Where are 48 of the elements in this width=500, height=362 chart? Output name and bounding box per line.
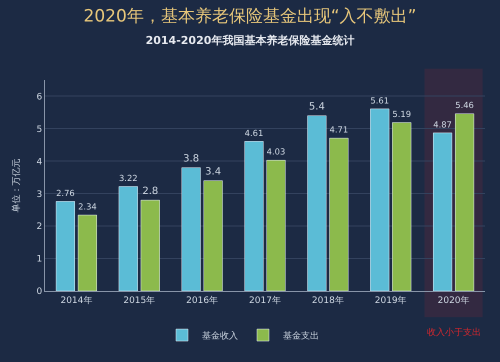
x-tick-label: 2015年 bbox=[123, 294, 156, 306]
y-tick-label: 2 bbox=[36, 222, 42, 232]
bar bbox=[329, 138, 348, 291]
bar bbox=[56, 201, 76, 291]
data-label: 5.46 bbox=[455, 100, 474, 110]
y-tick-label: 6 bbox=[36, 92, 42, 102]
y-tick-label: 0 bbox=[36, 287, 42, 298]
x-tick-label: 2016年 bbox=[186, 294, 218, 306]
bar bbox=[432, 132, 452, 291]
data-label: 5.19 bbox=[392, 109, 412, 119]
chart-subtitle: 2014-2020年我国基本养老保险基金统计 bbox=[146, 34, 354, 47]
data-label: 4.03 bbox=[266, 146, 286, 157]
bar bbox=[370, 108, 390, 291]
data-label: 3.8 bbox=[183, 154, 200, 165]
bar bbox=[307, 115, 326, 291]
bar bbox=[182, 167, 201, 291]
x-tick-label: 2017年 bbox=[249, 294, 281, 306]
x-tick-label: 2020年 bbox=[438, 294, 470, 306]
bar bbox=[244, 141, 264, 291]
bar bbox=[204, 180, 223, 291]
bar bbox=[140, 200, 160, 291]
bar bbox=[392, 122, 412, 291]
y-tick-label: 1 bbox=[36, 254, 42, 265]
data-label: 2.8 bbox=[142, 186, 158, 198]
data-label: 4.87 bbox=[433, 119, 452, 130]
bar bbox=[118, 186, 138, 291]
bar bbox=[78, 214, 98, 291]
x-tick-label: 2014年 bbox=[60, 294, 92, 306]
x-tick-label: 2019年 bbox=[374, 294, 407, 306]
data-label: 4.61 bbox=[244, 128, 264, 138]
data-label: 3.4 bbox=[205, 166, 222, 178]
data-label: 5.4 bbox=[308, 102, 325, 113]
y-tick-label: 4 bbox=[36, 157, 42, 168]
y-axis-title: 单位：万亿元 bbox=[10, 158, 22, 212]
data-label: 3.22 bbox=[118, 172, 138, 183]
legend-label: 基金支出 bbox=[283, 330, 319, 342]
data-label: 4.71 bbox=[330, 124, 348, 135]
y-tick-label: 5 bbox=[36, 124, 42, 135]
bar bbox=[454, 114, 474, 291]
data-label: 2.76 bbox=[56, 188, 75, 198]
data-label: 2.34 bbox=[78, 202, 97, 212]
y-tick-label: 3 bbox=[36, 190, 42, 200]
data-label: 5.61 bbox=[370, 95, 390, 106]
bar bbox=[266, 160, 286, 291]
legend-label: 基金收入 bbox=[202, 330, 238, 342]
x-tick-label: 2018年 bbox=[312, 294, 344, 306]
band-label: 收入小于支出 bbox=[427, 327, 481, 338]
chart-title: 2020年，基本养老保险基金出现“入不敷出” bbox=[84, 6, 416, 27]
